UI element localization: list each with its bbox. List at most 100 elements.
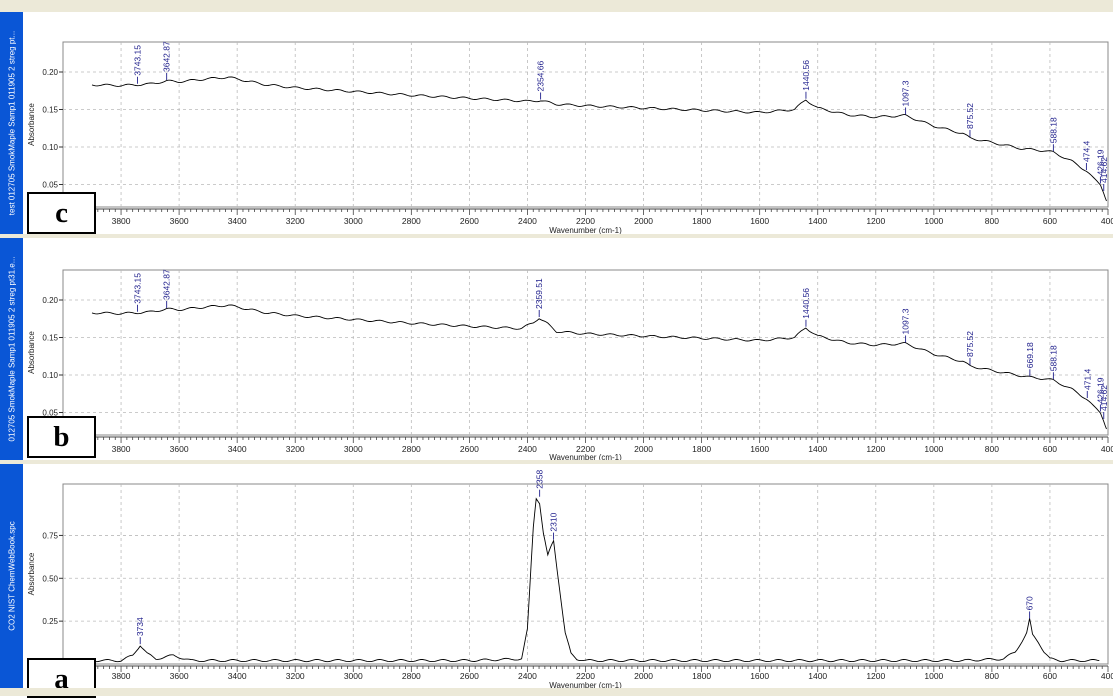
y-tick-label: 0.10	[42, 143, 58, 152]
peak-marker[interactable]: 1097.3	[901, 308, 911, 343]
spectrum-plot-c[interactable]: 0.050.100.150.20Absorbance40003800360034…	[0, 12, 1113, 234]
panel-letter-badge-c: c	[27, 192, 96, 234]
x-tick-label: 800	[985, 671, 999, 681]
peak-marker[interactable]: 875.52	[965, 331, 975, 365]
peak-label: 669.18	[1025, 342, 1035, 368]
peak-marker[interactable]: 875.52	[965, 103, 975, 137]
y-tick-label: 0.15	[42, 106, 58, 115]
peak-marker[interactable]: 3734	[135, 617, 145, 645]
x-tick-label: 400	[1101, 216, 1113, 226]
x-tick-label: 3800	[112, 444, 131, 454]
peak-marker[interactable]: 588.18	[1048, 117, 1058, 152]
peak-marker[interactable]: 426.19	[1095, 377, 1105, 412]
x-tick-label: 1400	[808, 444, 827, 454]
x-tick-label: 2000	[634, 671, 653, 681]
x-tick-label: 1600	[750, 671, 769, 681]
spectrum-panel-b: 012705 SmokMaple Samp1 011905 2 streg pt…	[0, 238, 1113, 460]
peak-label: 471.4	[1082, 368, 1092, 390]
peak-marker[interactable]: 3743.15	[133, 45, 143, 84]
y-tick-label: 0.50	[42, 574, 58, 583]
x-tick-label: 3800	[112, 216, 131, 226]
x-tick-label: 2400	[518, 671, 537, 681]
peak-marker[interactable]: 1097.3	[901, 80, 911, 115]
panel-separator	[0, 234, 1113, 238]
window-top-strip	[0, 0, 1113, 12]
peak-marker[interactable]: 2358	[535, 470, 545, 497]
y-tick-label: 0.05	[42, 409, 58, 418]
x-tick-label: 600	[1043, 444, 1057, 454]
x-tick-label: 600	[1043, 216, 1057, 226]
peak-marker[interactable]: 670	[1025, 596, 1035, 619]
spectrum-title-bar-c[interactable]: test 012705 SmokMaple Samp1 011905 2 str…	[0, 12, 23, 234]
y-tick-label: 0.10	[42, 371, 58, 380]
y-tick-label: 0.15	[42, 334, 58, 343]
x-tick-label: 400	[1101, 671, 1113, 681]
x-tick-label: 800	[985, 444, 999, 454]
x-tick-label: 1200	[866, 216, 885, 226]
x-tick-label: 1800	[692, 216, 711, 226]
x-tick-label: 3400	[228, 216, 247, 226]
x-tick-label: 1000	[924, 216, 943, 226]
x-tick-label: 2400	[518, 216, 537, 226]
peak-marker[interactable]: 669.18	[1025, 342, 1035, 377]
x-axis-label: Wavenumber (cm-1)	[549, 453, 622, 460]
x-tick-label: 2000	[634, 444, 653, 454]
x-tick-label: 400	[1101, 444, 1113, 454]
peak-marker[interactable]: 2354.66	[536, 61, 546, 100]
y-axis-label: Absorbance	[27, 331, 36, 374]
x-axis-label: Wavenumber (cm-1)	[549, 681, 622, 688]
spectrum-title-bar-a[interactable]: CO2 NIST ChemWebBook.spc	[0, 464, 23, 688]
panel-letter-badge-b: b	[27, 416, 96, 458]
peak-label: 3734	[135, 617, 145, 636]
peak-marker[interactable]: 414.62	[1099, 385, 1109, 419]
spectrum-plot-a[interactable]: 0.250.500.75Absorbance400038003600340032…	[0, 464, 1113, 688]
spectrum-title-bar-b[interactable]: 012705 SmokMaple Samp1 011905 2 streg pt…	[0, 238, 23, 460]
x-tick-label: 2400	[518, 444, 537, 454]
peak-marker[interactable]: 474.4	[1081, 140, 1091, 170]
peak-marker[interactable]: 426.19	[1095, 149, 1105, 184]
x-tick-label: 3600	[170, 671, 189, 681]
peak-marker[interactable]: 3642.87	[162, 269, 172, 308]
peak-label: 1440.56	[801, 288, 811, 319]
peak-label: 670	[1025, 596, 1035, 610]
peak-marker[interactable]: 1440.56	[801, 60, 811, 99]
peak-marker[interactable]: 2359.51	[534, 278, 544, 317]
peak-label: 414.62	[1099, 385, 1109, 411]
x-tick-label: 3400	[228, 671, 247, 681]
spectrum-trace	[91, 76, 1107, 202]
peak-marker[interactable]: 588.18	[1048, 345, 1058, 380]
x-tick-label: 3800	[112, 671, 131, 681]
x-tick-label: 800	[985, 216, 999, 226]
peak-marker[interactable]: 471.4	[1082, 368, 1092, 398]
peak-label: 1097.3	[901, 308, 911, 334]
x-tick-label: 2800	[402, 216, 421, 226]
x-tick-label: 3000	[344, 216, 363, 226]
peak-marker[interactable]: 2310	[549, 512, 559, 540]
y-axis-label: Absorbance	[27, 103, 36, 146]
y-tick-label: 0.75	[42, 531, 58, 540]
peak-label: 1440.56	[801, 60, 811, 91]
peak-marker[interactable]: 1440.56	[801, 288, 811, 327]
peak-marker[interactable]: 3743.15	[133, 273, 143, 312]
peak-label: 588.18	[1048, 117, 1058, 143]
x-tick-label: 1000	[924, 444, 943, 454]
panel-separator	[0, 460, 1113, 464]
peak-marker[interactable]: 414.62	[1099, 157, 1109, 191]
x-tick-label: 2200	[576, 671, 595, 681]
peak-label: 1097.3	[901, 80, 911, 106]
x-tick-label: 1400	[808, 216, 827, 226]
x-tick-label: 3000	[344, 444, 363, 454]
x-tick-label: 1600	[750, 444, 769, 454]
x-tick-label: 2800	[402, 671, 421, 681]
x-tick-label: 1800	[692, 671, 711, 681]
peak-label: 588.18	[1048, 345, 1058, 371]
y-tick-label: 0.20	[42, 296, 58, 305]
x-tick-label: 2200	[576, 216, 595, 226]
x-tick-label: 1600	[750, 216, 769, 226]
spectrum-trace	[77, 497, 1100, 663]
x-tick-label: 1400	[808, 671, 827, 681]
peak-label: 2310	[549, 512, 559, 531]
spectrum-plot-b[interactable]: 0.050.100.150.20Absorbance40003800360034…	[0, 238, 1113, 460]
peak-marker[interactable]: 3642.87	[162, 41, 172, 80]
x-tick-label: 2000	[634, 216, 653, 226]
